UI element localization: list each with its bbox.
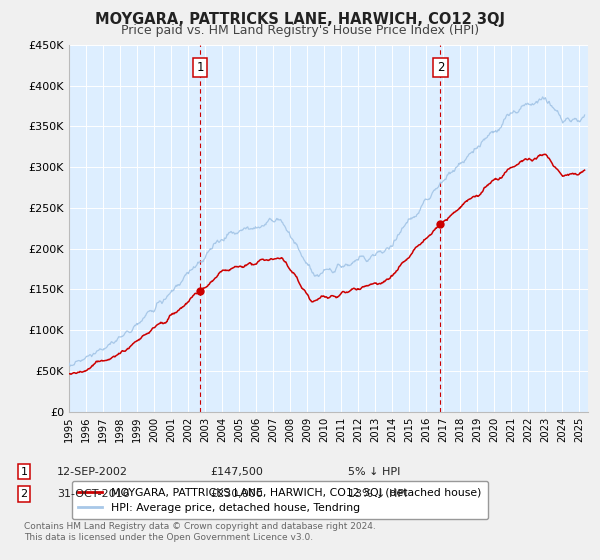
- Text: 31-OCT-2016: 31-OCT-2016: [57, 489, 130, 499]
- Text: 2: 2: [437, 61, 444, 74]
- Legend: MOYGARA, PATTRICKS LANE, HARWICH, CO12 3QJ (detached house), HPI: Average price,: MOYGARA, PATTRICKS LANE, HARWICH, CO12 3…: [72, 481, 488, 519]
- Text: 12-SEP-2002: 12-SEP-2002: [57, 466, 128, 477]
- Text: This data is licensed under the Open Government Licence v3.0.: This data is licensed under the Open Gov…: [24, 533, 313, 542]
- Text: Contains HM Land Registry data © Crown copyright and database right 2024.: Contains HM Land Registry data © Crown c…: [24, 522, 376, 531]
- Text: 1: 1: [20, 466, 28, 477]
- Text: 2: 2: [20, 489, 28, 499]
- Text: 13% ↓ HPI: 13% ↓ HPI: [348, 489, 407, 499]
- Text: MOYGARA, PATTRICKS LANE, HARWICH, CO12 3QJ: MOYGARA, PATTRICKS LANE, HARWICH, CO12 3…: [95, 12, 505, 27]
- Text: Price paid vs. HM Land Registry's House Price Index (HPI): Price paid vs. HM Land Registry's House …: [121, 24, 479, 37]
- Text: 1: 1: [196, 61, 204, 74]
- Text: £230,000: £230,000: [210, 489, 263, 499]
- Text: £147,500: £147,500: [210, 466, 263, 477]
- Text: 5% ↓ HPI: 5% ↓ HPI: [348, 466, 400, 477]
